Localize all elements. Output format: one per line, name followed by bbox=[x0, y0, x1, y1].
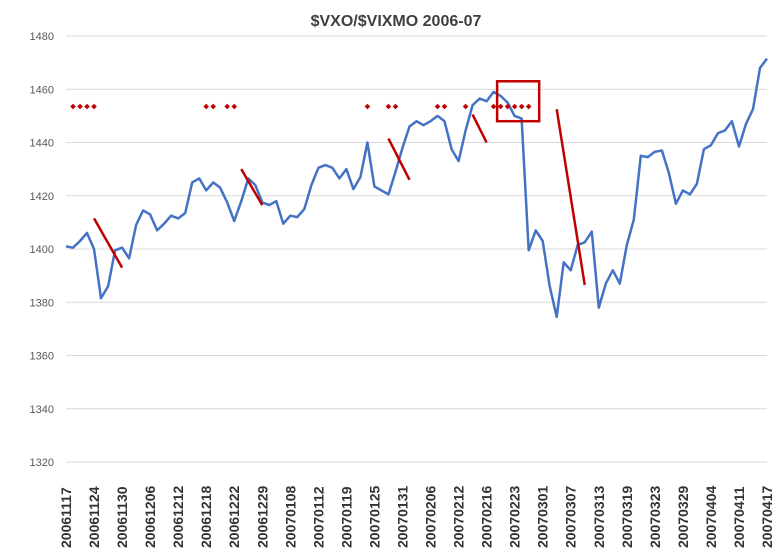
trend-line bbox=[471, 113, 488, 144]
signal-marker bbox=[210, 103, 217, 110]
highlight-box bbox=[495, 80, 541, 123]
y-tick-label: 1440 bbox=[30, 138, 54, 150]
y-tick-label: 1380 bbox=[30, 297, 54, 309]
trend-line bbox=[240, 168, 264, 206]
signal-marker bbox=[91, 103, 97, 110]
y-tick-label: 1360 bbox=[30, 351, 54, 363]
x-tick-label: 20061212 bbox=[170, 485, 186, 548]
x-tick-label: 20061130 bbox=[114, 486, 130, 548]
signal-marker bbox=[77, 103, 83, 110]
y-tick-label: 1340 bbox=[30, 404, 54, 416]
x-tick-label: 20070301 bbox=[535, 485, 551, 548]
x-tick-label: 20070125 bbox=[366, 485, 382, 548]
x-tick-label: 20070112 bbox=[310, 486, 326, 548]
signal-marker bbox=[497, 103, 504, 110]
annotations bbox=[70, 80, 586, 286]
x-tick-label: 20070223 bbox=[507, 485, 523, 548]
x-tick-label: 20070329 bbox=[675, 485, 691, 548]
x-tick-label: 20061218 bbox=[198, 485, 214, 548]
y-tick-label: 1460 bbox=[30, 84, 54, 96]
series-line bbox=[65, 57, 768, 319]
x-tick-label: 20070216 bbox=[479, 485, 495, 548]
y-tick-label: 1400 bbox=[30, 244, 54, 256]
y-axis-ticks: 1320 1340 1360 1380 1400 1420 1440 1460 1480 bbox=[30, 31, 54, 469]
y-tick-label: 1480 bbox=[30, 31, 54, 43]
x-tick-label: 20070206 bbox=[423, 485, 439, 548]
x-tick-label: 20070404 bbox=[703, 485, 719, 548]
x-tick-label: 20070119 bbox=[338, 486, 354, 548]
signal-marker bbox=[434, 103, 441, 110]
x-axis-ticks: 20061117 20061124 20061130 20061206 20061212… bbox=[58, 485, 775, 548]
plot-area bbox=[65, 57, 768, 319]
x-tick-label: 20070307 bbox=[563, 485, 579, 548]
signal-marker bbox=[490, 103, 497, 110]
signal-marker bbox=[364, 103, 371, 110]
trend-line bbox=[387, 137, 411, 181]
trend-line bbox=[92, 217, 124, 269]
trend-line bbox=[555, 109, 586, 286]
x-tick-label: 20061206 bbox=[142, 485, 158, 548]
signal-marker bbox=[70, 103, 76, 110]
x-tick-label: 20070313 bbox=[591, 485, 607, 548]
x-tick-label: 20070108 bbox=[282, 485, 298, 548]
x-tick-label: 20070417 bbox=[759, 485, 775, 548]
x-tick-label: 20070323 bbox=[647, 485, 663, 548]
signal-marker bbox=[385, 103, 392, 110]
signal-marker bbox=[511, 103, 518, 110]
signal-marker bbox=[518, 103, 525, 110]
signal-marker bbox=[84, 103, 90, 110]
chart-title: $VXO/$VIXMO 2006-07 bbox=[311, 13, 482, 30]
x-tick-label: 20061229 bbox=[254, 485, 270, 548]
signal-marker bbox=[525, 103, 532, 110]
x-tick-label: 20061124 bbox=[86, 486, 102, 548]
x-tick-label: 20070411 bbox=[731, 486, 747, 548]
signal-marker bbox=[441, 103, 448, 110]
y-tick-label: 1320 bbox=[30, 457, 54, 469]
x-tick-label: 20070131 bbox=[394, 485, 410, 548]
x-tick-label: 20070319 bbox=[619, 485, 635, 548]
x-tick-label: 20061117 bbox=[58, 487, 74, 548]
gridlines bbox=[66, 35, 767, 463]
x-tick-label: 20070212 bbox=[451, 485, 467, 548]
signal-marker bbox=[224, 103, 231, 110]
signal-marker bbox=[392, 103, 399, 110]
signal-marker bbox=[203, 103, 209, 110]
x-tick-label: 20061222 bbox=[226, 485, 242, 548]
y-tick-label: 1420 bbox=[30, 191, 54, 203]
signal-marker bbox=[231, 103, 238, 110]
signal-marker bbox=[462, 103, 469, 110]
signal-marker bbox=[504, 103, 511, 110]
